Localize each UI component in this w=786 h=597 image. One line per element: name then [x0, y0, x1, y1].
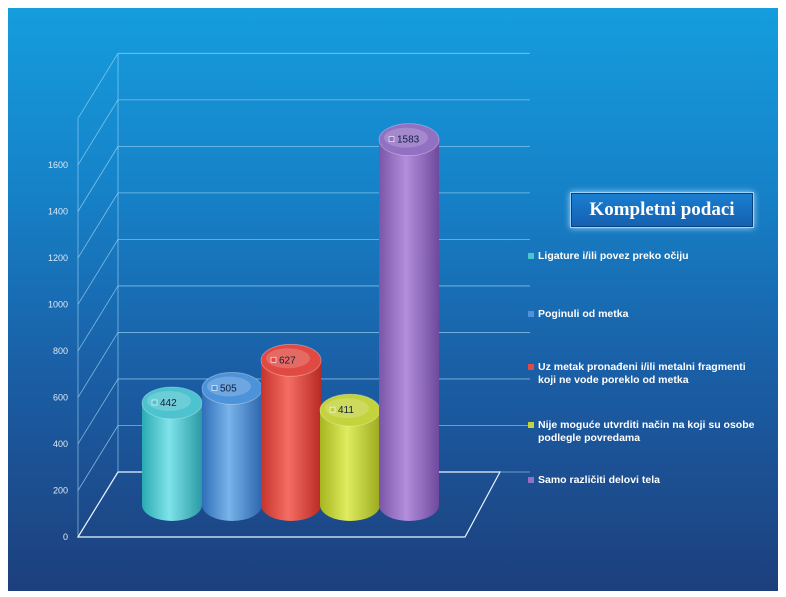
bar: 505 [201, 372, 263, 521]
gridline [77, 145, 530, 212]
data-label-marker [270, 356, 277, 363]
data-label-marker [329, 406, 336, 413]
bar: 1583 [378, 123, 440, 521]
data-label-marker [388, 136, 395, 142]
grid-lines [76, 52, 530, 538]
legend-label-2: Poginuli od metka [538, 308, 629, 320]
y-tick-label: 200 [53, 485, 68, 495]
y-tick-label: 400 [53, 439, 68, 449]
gridline [77, 99, 530, 166]
bar-body [379, 139, 439, 521]
gridline [77, 238, 530, 305]
bar-top [260, 343, 322, 377]
bar-top-highlight [207, 376, 251, 397]
bar-body [261, 360, 321, 521]
y-tick-label: 800 [53, 346, 68, 356]
legend-swatch-1 [528, 253, 534, 259]
floor [76, 471, 502, 538]
data-label: 411 [338, 405, 354, 416]
data-label: 442 [160, 398, 177, 409]
legend-label-4: Nije moguće utvrditi način na koji su os… [538, 419, 755, 444]
legend-label-5: Samo različiti delovi tela [538, 474, 660, 486]
gridline [77, 378, 530, 445]
bar-body [142, 402, 202, 521]
y-tick-label: 1000 [48, 299, 68, 309]
legend-swatch-2 [528, 311, 534, 317]
gridline [77, 285, 530, 352]
legend-item-4: Nije moguće utvrditi način na koji su os… [528, 419, 760, 445]
y-tick-label: 1600 [48, 160, 68, 170]
bar-top [378, 123, 440, 157]
legend-label-1: Ligature i/ili povez preko očiju [538, 250, 689, 262]
data-label: 505 [220, 383, 237, 394]
legend-item-1: Ligature i/ili povez preko očiju [528, 250, 760, 263]
legend-item-2: Poginuli od metka [528, 308, 760, 321]
bar: 442 [141, 386, 203, 521]
data-label: 1583 [397, 135, 420, 146]
bar: 411 [319, 393, 381, 521]
data-label-marker [151, 399, 158, 406]
y-tick-label: 1200 [48, 253, 68, 263]
gridline [77, 52, 530, 119]
bar-body [202, 388, 262, 521]
legend-item-3: Uz metak pronađeni i/ili metalni fragmen… [528, 361, 760, 387]
y-tick-label: 0 [63, 532, 68, 542]
legend-swatch-4 [528, 422, 534, 428]
bar-top-highlight [325, 398, 369, 419]
bar-top-highlight [384, 127, 428, 148]
legend-label-3: Uz metak pronađeni i/ili metalni fragmen… [538, 361, 746, 386]
chart-title: Kompletni podaci [570, 192, 754, 228]
data-label-marker [211, 385, 218, 391]
legend-swatch-3 [528, 364, 534, 370]
bar-body [320, 410, 380, 521]
bars: 442 505 627 411 1583 [141, 123, 440, 521]
legend-item-5: Samo različiti delovi tela [528, 474, 760, 487]
gridline [77, 192, 530, 259]
legend-swatch-5 [528, 477, 534, 483]
bar-top-highlight [266, 348, 310, 369]
data-label: 627 [279, 355, 296, 366]
bar: 627 [260, 343, 322, 521]
gridline [77, 332, 530, 398]
y-tick-label: 1400 [48, 206, 68, 216]
bar-top-highlight [147, 390, 191, 411]
y-tick-label: 600 [53, 392, 68, 402]
y-axis: 0 200 400 600 800 1000 1200 1400 1600 [48, 160, 68, 542]
